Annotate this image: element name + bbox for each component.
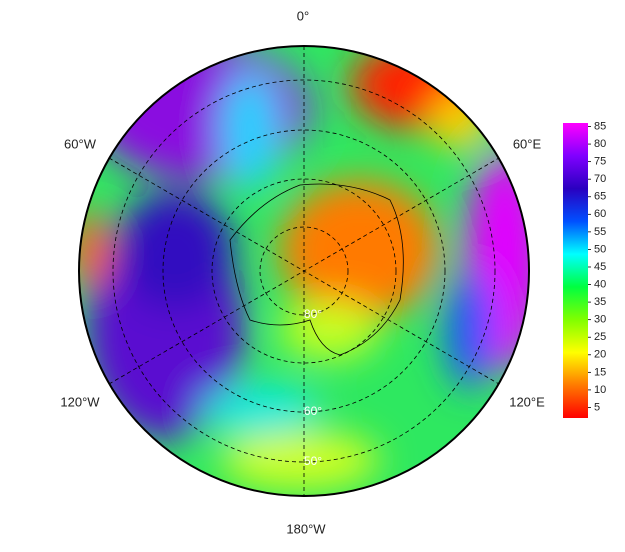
latitude-label: 80° [304,307,322,321]
colorbar-tick-label: 80 [594,138,606,150]
colorbar-tick-label: 45 [594,261,606,273]
graticule [108,46,500,496]
longitude-label: 120°E [509,394,545,409]
colorbar-tick-label: 75 [594,156,606,168]
colorbar-tick-label: 40 [594,278,606,290]
colorbar-tick-label: 60 [594,208,606,220]
longitude-label: 0° [297,8,309,23]
data-field [79,46,529,496]
colorbar-tick-label: 70 [594,173,606,185]
longitude-label: 120°W [60,394,100,409]
longitude-label: 180°W [286,521,326,536]
longitude-label: 60°W [64,136,97,151]
map-border [78,45,530,497]
coastline [229,183,404,356]
latitude-label: 60° [304,404,322,418]
colorbar-tick-label: 20 [594,349,606,361]
colorbar-tick-label: 30 [594,314,606,326]
colorbar-tick-label: 10 [594,384,606,396]
colorbar [563,123,588,418]
colorbar-tick-label: 85 [594,120,606,132]
colorbar-tick-label: 35 [594,296,606,308]
longitude-label: 60°E [513,136,542,151]
colorbar-tick-label: 50 [594,243,606,255]
colorbar-tick-label: 15 [594,366,606,378]
colorbar-tick-label: 55 [594,226,606,238]
colorbar-tick-label: 5 [594,401,600,413]
colorbar-tick-label: 65 [594,191,606,203]
colorbar-tick-label: 25 [594,331,606,343]
latitude-label: 50° [304,454,322,468]
